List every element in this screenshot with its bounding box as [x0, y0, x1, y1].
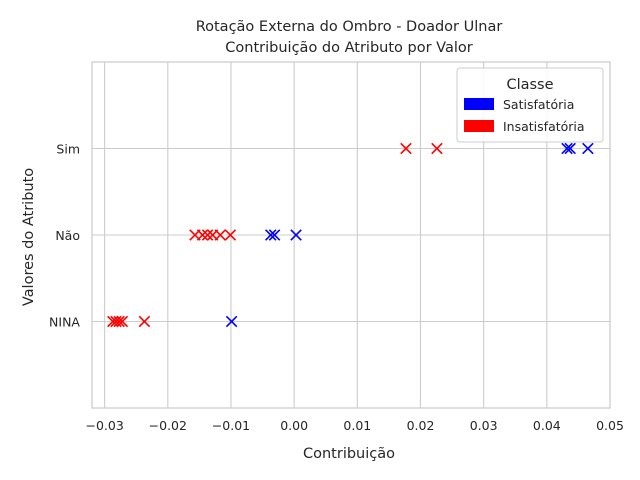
x-tick-label: 0.03	[470, 418, 498, 433]
x-tick-label: 0.04	[533, 418, 561, 433]
x-tick-label: 0.02	[407, 418, 435, 433]
y-tick-label: NINA	[49, 315, 80, 330]
x-tick-label: 0.05	[596, 418, 624, 433]
data-point-x-marker	[290, 229, 302, 241]
y-tick-labels: NINA Não Sim	[49, 142, 80, 330]
data-point-x-marker	[265, 229, 277, 241]
y-tick-label: Sim	[56, 142, 80, 157]
chart-title-line-1: Rotação Externa do Ombro - Doador Ulnar	[196, 19, 503, 35]
y-axis-label: Valores do Atributo	[21, 168, 37, 306]
data-points	[107, 142, 594, 328]
x-tick-label: 0.01	[343, 418, 371, 433]
legend-swatch-insatisfatoria	[464, 120, 494, 132]
chart-title-line-2: Contribuição do Atributo por Valor	[225, 40, 472, 56]
data-point-x-marker	[225, 315, 238, 328]
data-point-x-marker	[582, 142, 594, 155]
data-point-x-marker	[564, 142, 576, 155]
x-tick-labels: −0.03 −0.02 −0.01 0.00 0.01 0.02 0.03 0.04 0.05	[85, 418, 623, 433]
x-tick-label: −0.02	[149, 418, 187, 433]
data-point-x-marker	[268, 229, 281, 241]
x-tick-label: 0.00	[280, 418, 308, 433]
data-point-x-marker	[400, 142, 412, 155]
legend: Classe Satisfatória Insatisfatória	[456, 67, 604, 143]
data-point-x-marker	[201, 229, 214, 241]
data-point-x-marker	[196, 229, 209, 241]
legend-label-satisfatoria: Satisfatória	[503, 97, 574, 112]
data-point-x-marker	[561, 142, 573, 155]
legend-title: Classe	[506, 77, 553, 93]
legend-label-insatisfatoria: Insatisfatória	[503, 119, 585, 134]
data-point-x-marker	[138, 315, 151, 328]
x-tick-label: −0.03	[85, 418, 123, 433]
plot-frame	[91, 61, 611, 409]
data-point-x-marker	[214, 229, 227, 241]
data-point-x-marker	[116, 315, 129, 328]
data-point-x-marker	[113, 315, 125, 328]
legend-swatch-satisfatoria	[464, 98, 494, 110]
data-point-x-marker	[224, 229, 237, 241]
data-point-x-marker	[431, 142, 443, 155]
x-tick-label: −0.01	[212, 418, 250, 433]
x-axis-label: Contribuição	[303, 446, 395, 462]
gridlines	[92, 62, 611, 408]
y-tick-label: Não	[55, 228, 80, 243]
